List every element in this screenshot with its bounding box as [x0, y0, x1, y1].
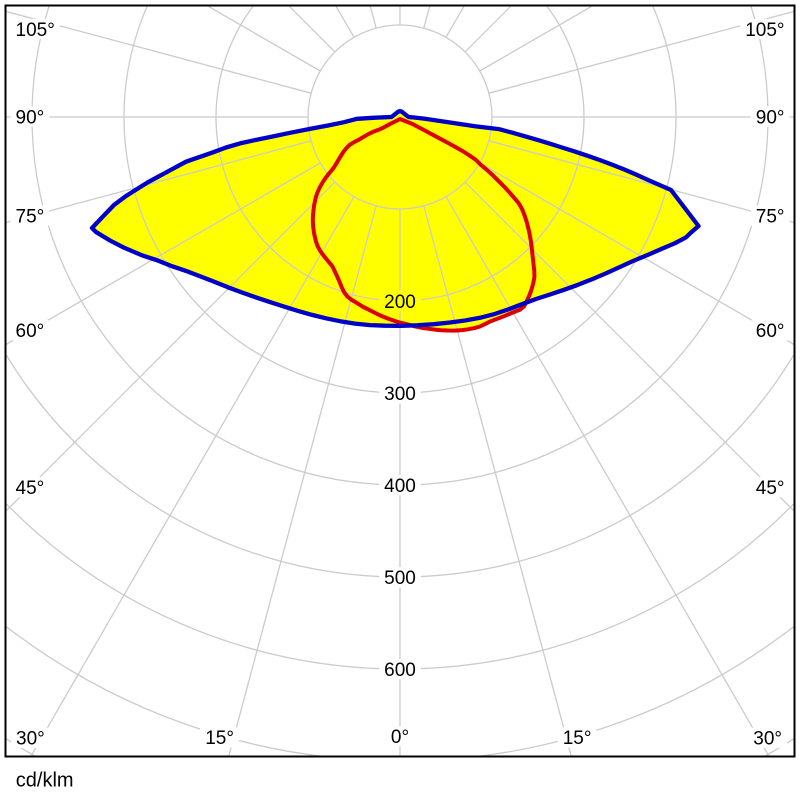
svg-text:105°: 105°	[16, 20, 55, 41]
svg-text:105°: 105°	[745, 20, 784, 41]
svg-text:45°: 45°	[756, 478, 785, 499]
svg-text:30°: 30°	[16, 729, 45, 750]
svg-text:600: 600	[384, 660, 416, 681]
svg-text:60°: 60°	[16, 321, 45, 342]
svg-text:90°: 90°	[16, 107, 45, 128]
svg-text:200: 200	[384, 292, 416, 313]
svg-text:75°: 75°	[756, 206, 785, 227]
svg-text:15°: 15°	[563, 728, 592, 749]
svg-text:300: 300	[384, 384, 416, 405]
svg-text:45°: 45°	[16, 478, 45, 499]
svg-text:15°: 15°	[205, 728, 234, 749]
svg-text:500: 500	[384, 568, 416, 589]
svg-text:cd/klm: cd/klm	[16, 770, 74, 792]
svg-text:75°: 75°	[16, 206, 45, 227]
svg-text:60°: 60°	[756, 321, 785, 342]
svg-text:400: 400	[384, 476, 416, 497]
svg-text:90°: 90°	[756, 107, 785, 128]
svg-text:0°: 0°	[391, 727, 409, 748]
svg-text:30°: 30°	[753, 729, 782, 750]
